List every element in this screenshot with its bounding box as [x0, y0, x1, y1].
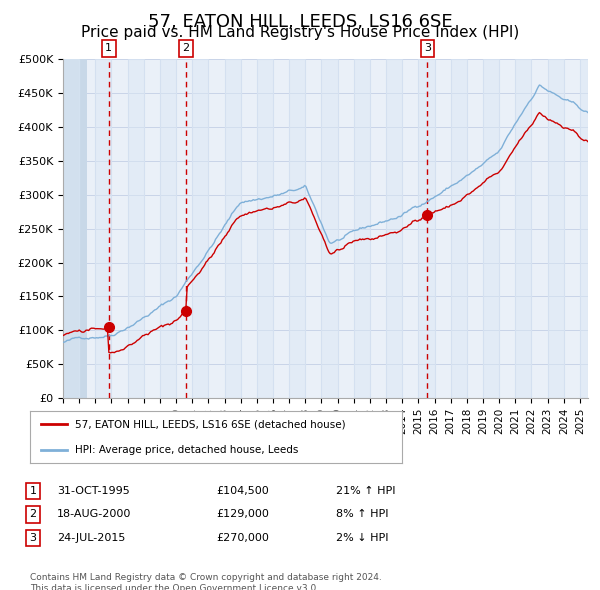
Text: 31-OCT-1995: 31-OCT-1995 — [57, 486, 130, 496]
Text: £104,500: £104,500 — [216, 486, 269, 496]
Bar — [128, 59, 144, 398]
Bar — [354, 59, 370, 398]
Bar — [224, 59, 241, 398]
Bar — [63, 59, 79, 398]
Bar — [289, 59, 305, 398]
Bar — [322, 59, 338, 398]
Text: Price paid vs. HM Land Registry's House Price Index (HPI): Price paid vs. HM Land Registry's House … — [81, 25, 519, 40]
Bar — [192, 59, 208, 398]
Text: 57, EATON HILL, LEEDS, LS16 6SE (detached house): 57, EATON HILL, LEEDS, LS16 6SE (detache… — [74, 419, 345, 429]
Bar — [160, 59, 176, 398]
Text: 3: 3 — [424, 44, 431, 54]
Text: 8% ↑ HPI: 8% ↑ HPI — [336, 510, 389, 519]
Bar — [386, 59, 402, 398]
Text: 2: 2 — [182, 44, 190, 54]
Text: 1: 1 — [105, 44, 112, 54]
Text: 57, EATON HILL, LEEDS, LS16 6SE: 57, EATON HILL, LEEDS, LS16 6SE — [148, 13, 452, 31]
Bar — [418, 59, 434, 398]
Text: 3: 3 — [29, 533, 37, 543]
Text: HPI: Average price, detached house, Leeds: HPI: Average price, detached house, Leed… — [74, 445, 298, 455]
Bar — [63, 59, 87, 398]
Bar — [483, 59, 499, 398]
Text: Contains HM Land Registry data © Crown copyright and database right 2024.
This d: Contains HM Land Registry data © Crown c… — [30, 573, 382, 590]
Text: 2% ↓ HPI: 2% ↓ HPI — [336, 533, 389, 543]
Bar — [257, 59, 273, 398]
Bar — [580, 59, 588, 398]
Text: £129,000: £129,000 — [216, 510, 269, 519]
Text: 18-AUG-2000: 18-AUG-2000 — [57, 510, 131, 519]
Text: 21% ↑ HPI: 21% ↑ HPI — [336, 486, 395, 496]
Text: £270,000: £270,000 — [216, 533, 269, 543]
Text: 24-JUL-2015: 24-JUL-2015 — [57, 533, 125, 543]
Bar — [515, 59, 532, 398]
Bar — [451, 59, 467, 398]
Bar — [95, 59, 112, 398]
Text: 1: 1 — [29, 486, 37, 496]
Bar — [548, 59, 564, 398]
Text: 2: 2 — [29, 510, 37, 519]
